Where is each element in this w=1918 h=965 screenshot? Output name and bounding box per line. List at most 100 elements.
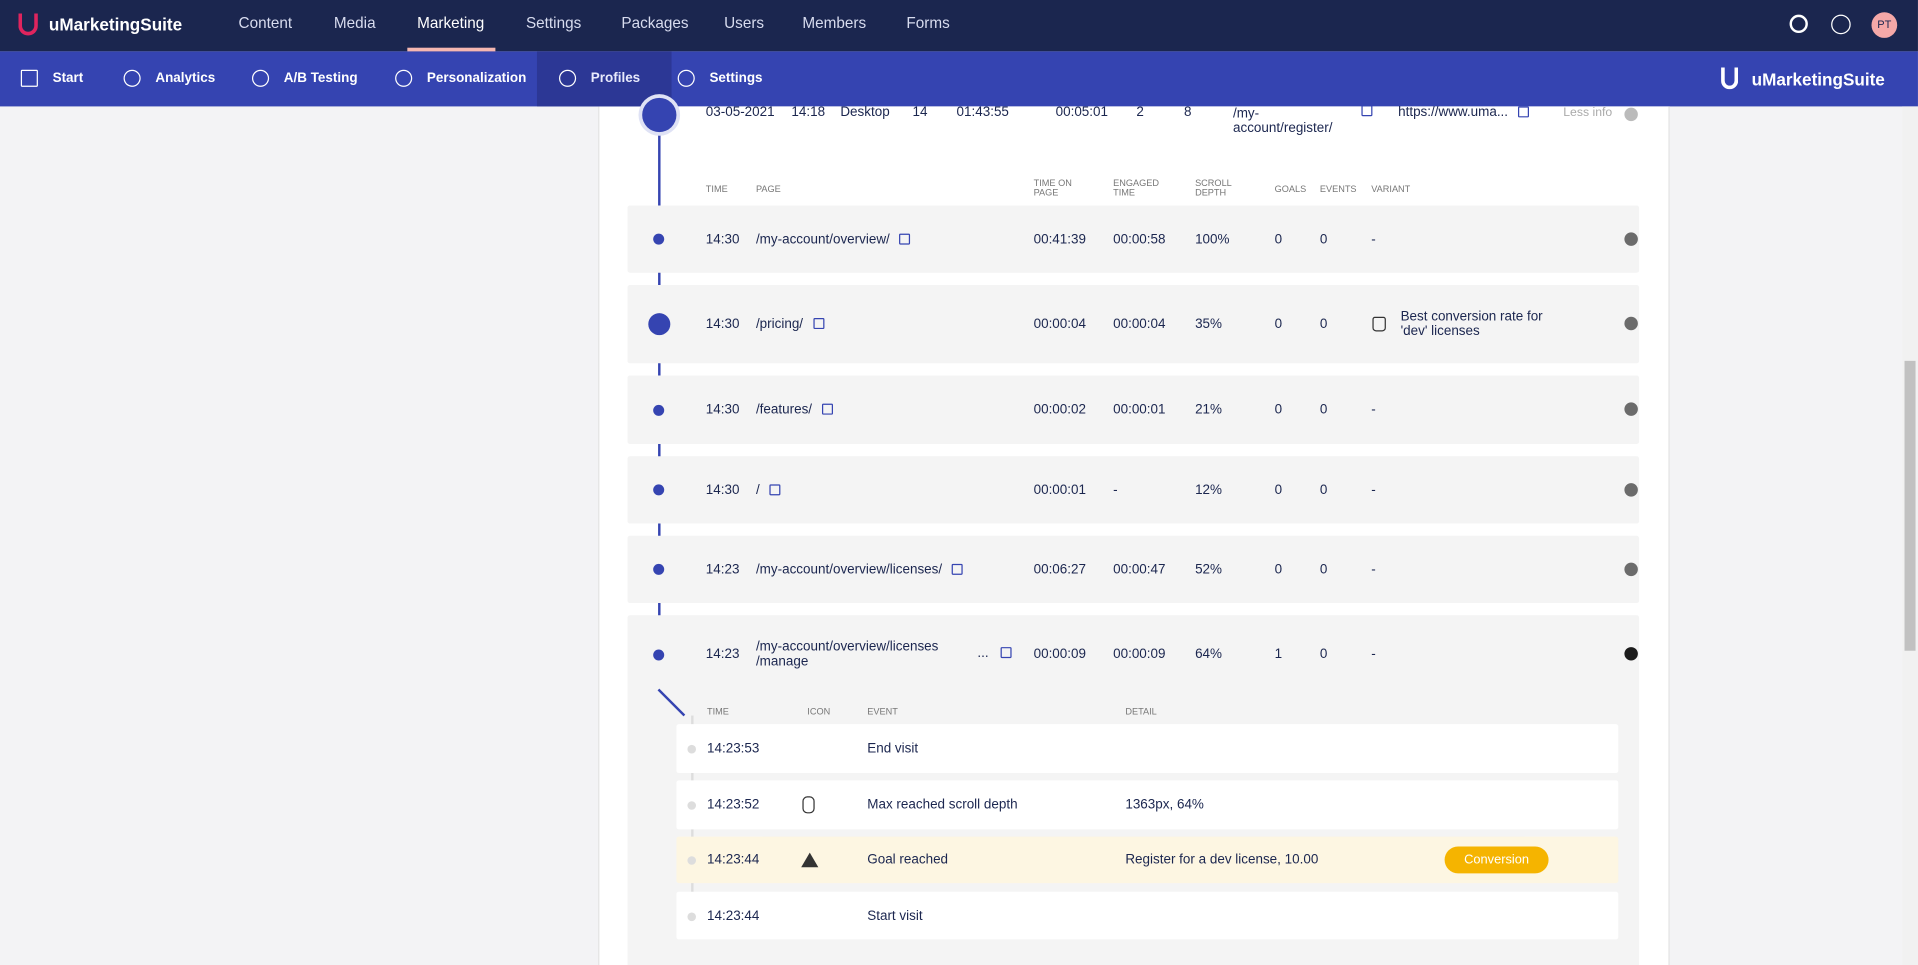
pv-variant: - xyxy=(1371,482,1376,498)
sub-nav-item[interactable]: Analytics xyxy=(155,70,216,86)
pv-goals: 0 xyxy=(1274,482,1283,498)
session-marker xyxy=(642,97,677,133)
pv-time: 14:30 xyxy=(705,316,740,332)
row-toggle[interactable] xyxy=(1624,647,1638,661)
pv-scroll: 100% xyxy=(1195,231,1230,247)
event-time: 14:23:44 xyxy=(707,908,760,923)
timeline-dot xyxy=(653,233,665,245)
scrollbar xyxy=(1902,106,1918,965)
goal-icon xyxy=(801,852,819,868)
logo xyxy=(1721,67,1739,90)
pv-variant: - xyxy=(1371,402,1376,418)
external-link-icon[interactable] xyxy=(1517,106,1529,118)
external-link-icon[interactable] xyxy=(812,318,824,330)
help-icon[interactable] xyxy=(1831,14,1851,35)
less-info[interactable]: Less info xyxy=(1563,106,1613,120)
top-bar xyxy=(0,0,1918,52)
top-nav-item[interactable]: Packages xyxy=(621,14,689,32)
pv-engaged: 00:00:09 xyxy=(1113,647,1166,662)
sub-nav-icon xyxy=(677,69,695,87)
external-link-icon[interactable] xyxy=(769,483,781,495)
sub-nav-item[interactable]: Profiles xyxy=(590,70,641,86)
column-header: GOALS xyxy=(1274,183,1307,195)
event-time: 14:23:52 xyxy=(707,797,760,813)
column-header: ENGAGED TIME xyxy=(1113,177,1160,199)
timeline-dot xyxy=(653,404,665,416)
top-nav-item[interactable]: Marketing xyxy=(417,14,485,32)
column-header: PAGE xyxy=(755,183,781,195)
pv-time_on_page: 00:00:04 xyxy=(1033,316,1086,332)
search-icon[interactable] xyxy=(1789,14,1808,34)
event-detail: 1363px, 64% xyxy=(1125,797,1204,813)
column-header: TIME ON PAGE xyxy=(1033,177,1072,199)
event-header: EVENT xyxy=(867,705,898,717)
session-engaged: 00:05:01 xyxy=(1055,105,1109,120)
sub-nav-item[interactable]: Personalization xyxy=(426,70,527,86)
event-time: 14:23:53 xyxy=(707,741,760,756)
pv-goals: 0 xyxy=(1274,231,1283,247)
external-link-icon[interactable] xyxy=(821,403,833,415)
external-link-icon[interactable] xyxy=(899,233,911,245)
row-toggle[interactable] xyxy=(1624,402,1638,416)
top-nav-item[interactable]: Content xyxy=(238,14,293,32)
pv-time: 14:23 xyxy=(705,647,740,662)
pv-events: 0 xyxy=(1319,402,1328,418)
event-dot xyxy=(687,911,697,921)
pv-page: /my-account/overview/licenses/ xyxy=(756,562,963,577)
top-nav-item[interactable]: Forms xyxy=(906,14,950,32)
pageview-row xyxy=(627,285,1640,364)
pv-scroll: 52% xyxy=(1195,562,1223,577)
pageview-row xyxy=(627,205,1640,273)
row-toggle[interactable] xyxy=(1624,562,1638,576)
pv-page: / xyxy=(756,483,781,497)
pv-events: 0 xyxy=(1319,647,1328,662)
event-header: TIME xyxy=(707,705,729,717)
pageview-row xyxy=(627,535,1640,604)
row-toggle[interactable] xyxy=(1624,316,1638,331)
collapse-toggle[interactable] xyxy=(1624,107,1638,122)
external-link-icon[interactable] xyxy=(1361,105,1373,117)
event-dot xyxy=(687,801,697,810)
sub-nav-item[interactable]: A/B Testing xyxy=(283,70,358,86)
session-page: /my-account/register/ xyxy=(1232,106,1333,136)
pv-time: 14:23 xyxy=(705,562,740,577)
pv-goals: 0 xyxy=(1274,316,1283,332)
external-link-icon[interactable] xyxy=(951,563,963,575)
sub-nav-icon xyxy=(123,69,141,87)
avatar[interactable]: PT xyxy=(1871,12,1898,38)
pv-page: /features/ xyxy=(756,402,833,417)
conversion-badge: Conversion xyxy=(1444,846,1549,874)
pv-time_on_page: 00:06:27 xyxy=(1033,562,1086,577)
event-header: ICON xyxy=(807,705,831,717)
row-toggle[interactable] xyxy=(1624,231,1638,246)
sub-nav-item[interactable]: Start xyxy=(52,70,84,86)
pv-engaged: 00:00:04 xyxy=(1113,316,1166,332)
sub-nav-icon xyxy=(559,69,577,87)
event-time: 14:23:44 xyxy=(707,852,760,868)
timeline-dot xyxy=(653,648,665,660)
event-header: DETAIL xyxy=(1125,705,1157,717)
scrollbar-thumb xyxy=(1904,360,1916,651)
session-goals: 2 xyxy=(1136,105,1144,120)
sub-nav-item[interactable]: Settings xyxy=(709,70,763,86)
variant-marker xyxy=(648,313,671,336)
pv-goals: 0 xyxy=(1274,402,1283,418)
pv-variant: - xyxy=(1371,231,1376,247)
top-nav-item[interactable]: Media xyxy=(333,14,376,32)
column-header: EVENTS xyxy=(1319,183,1357,195)
top-nav-item[interactable]: Settings xyxy=(525,14,582,32)
event-row xyxy=(676,724,1619,774)
pv-goals: 1 xyxy=(1274,647,1283,662)
pv-engaged: 00:00:01 xyxy=(1113,402,1166,418)
event-row xyxy=(676,780,1619,830)
top-nav-item[interactable]: Users xyxy=(724,14,765,32)
event-detail: Register for a dev license, 10.00 xyxy=(1125,852,1319,868)
top-nav-item[interactable]: Members xyxy=(802,14,867,32)
event-name: Max reached scroll depth xyxy=(867,797,1018,813)
row-toggle[interactable] xyxy=(1624,482,1638,497)
pv-time_on_page: 00:41:39 xyxy=(1033,231,1086,247)
pv-scroll: 12% xyxy=(1195,482,1223,498)
external-link-icon[interactable] xyxy=(1000,647,1012,659)
pv-events: 0 xyxy=(1319,231,1328,247)
sub-bar xyxy=(0,51,1918,107)
